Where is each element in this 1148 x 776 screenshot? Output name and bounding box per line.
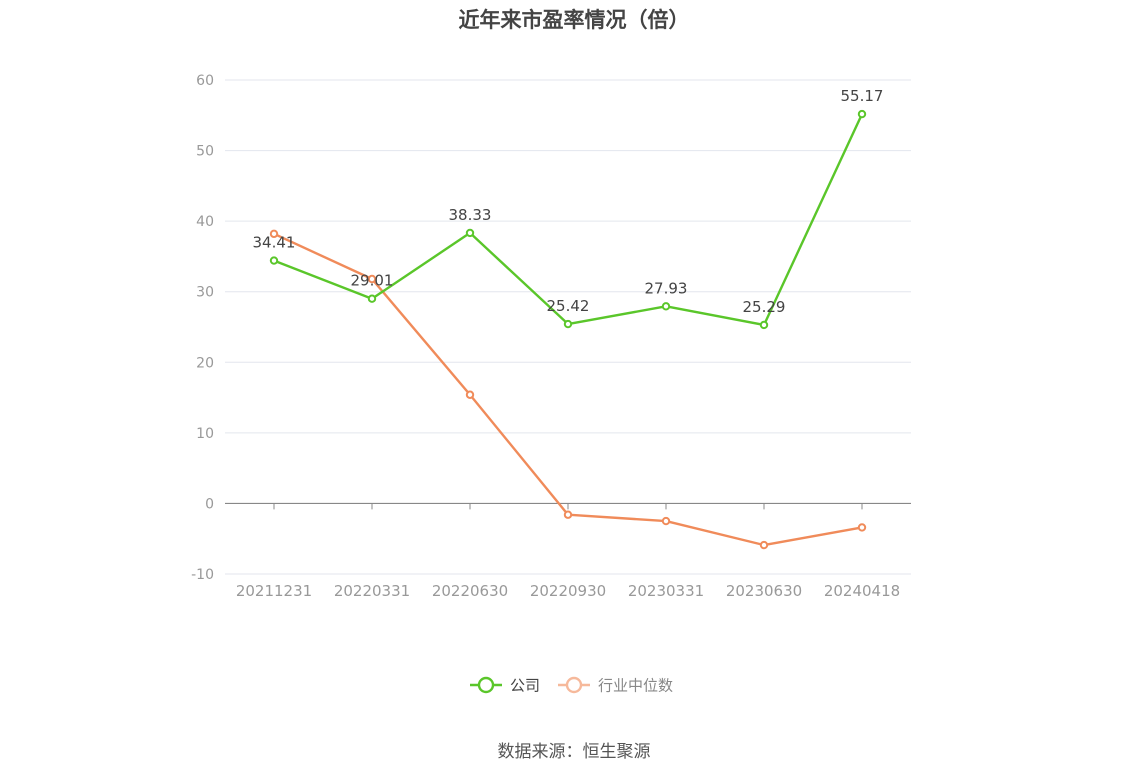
data-point-industry <box>465 390 475 399</box>
y-tick-label: 10 <box>196 426 214 442</box>
data-label: 38.33 <box>449 206 492 224</box>
data-point-industry <box>269 229 279 239</box>
y-tick-label: 60 <box>196 73 214 89</box>
data-label: 25.42 <box>547 297 590 315</box>
chart-title: 近年来市盈率情况（倍） <box>458 8 690 32</box>
legend-company-label: 公司 <box>510 677 540 695</box>
data-point-company <box>465 228 475 238</box>
data-point-industry <box>857 523 867 532</box>
data-label: 34.41 <box>253 234 296 252</box>
x-tick-label: 20211231 <box>236 582 312 600</box>
data-point-industry <box>563 510 573 519</box>
data-point-industry <box>367 274 377 284</box>
data-point-industry <box>661 516 671 526</box>
x-tick-label: 20230331 <box>628 582 704 600</box>
data-label: 55.17 <box>841 87 884 105</box>
data-point-industry <box>759 540 769 550</box>
y-tick-label: -10 <box>191 567 214 583</box>
x-tick-label: 20220630 <box>432 582 508 600</box>
data-point-company <box>367 294 377 303</box>
legend-industry-marker <box>565 676 583 694</box>
data-point-company <box>563 319 573 329</box>
data-point-company <box>269 256 279 265</box>
x-tick-label: 20220930 <box>530 582 606 600</box>
y-tick-label: 50 <box>196 144 214 160</box>
legend-company-marker <box>477 676 495 694</box>
x-tick-label: 20220331 <box>334 582 410 600</box>
y-tick-label: 40 <box>196 214 214 230</box>
x-tick-label: 20230630 <box>726 582 802 600</box>
source-note: 数据来源：恒生聚源 <box>497 742 651 762</box>
data-point-company <box>661 302 671 311</box>
data-label: 25.29 <box>743 298 786 316</box>
y-tick-label: 20 <box>196 355 214 371</box>
y-tick-label: 0 <box>205 496 214 512</box>
series-line-company <box>273 113 864 327</box>
data-point-company <box>857 109 867 119</box>
data-label: 27.93 <box>645 279 688 297</box>
legend-industry-label: 行业中位数 <box>598 677 673 695</box>
data-label: 29.01 <box>351 272 394 290</box>
y-tick-label: 30 <box>196 285 214 301</box>
data-point-company <box>759 320 769 330</box>
x-tick-label: 20240418 <box>824 582 900 600</box>
